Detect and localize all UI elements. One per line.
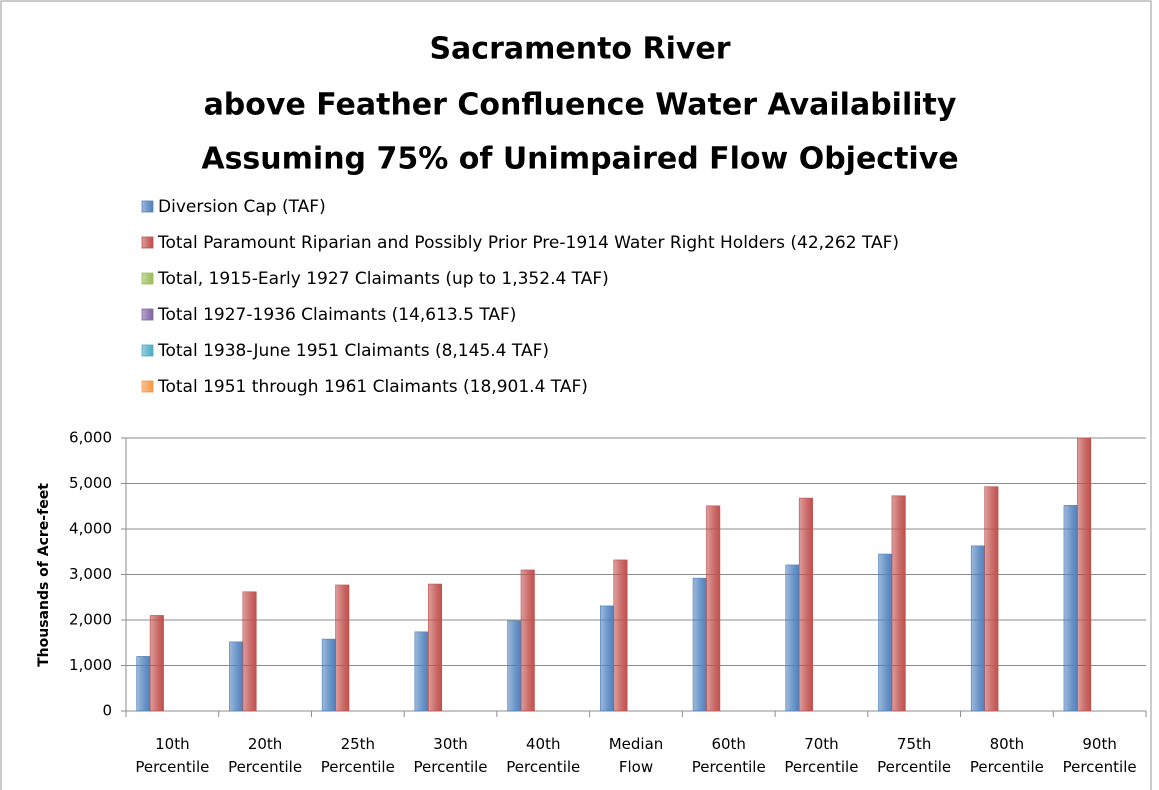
- bar: [136, 656, 151, 712]
- y-tick-label: 2,000: [69, 611, 112, 629]
- legend-label: Total, 1915-Early 1927 Claimants (up to …: [157, 269, 609, 289]
- legend-label: Total Paramount Riparian and Possibly Pr…: [157, 233, 899, 253]
- y-tick-label: 6,000: [69, 429, 112, 447]
- y-tick-label: 4,000: [69, 520, 112, 538]
- chart-title: Assuming 75% of Unimpaired Flow Objectiv…: [201, 142, 958, 177]
- x-tick-label: 60th Percentile: [691, 735, 766, 776]
- bar: [692, 577, 707, 712]
- bar: [507, 620, 522, 712]
- bar: [520, 569, 535, 712]
- bar: [427, 583, 443, 712]
- legend-swatch: [141, 344, 154, 357]
- legend-label: Total 1927-1936 Claimants (14,613.5 TAF): [157, 305, 516, 325]
- y-tick-label: 5,000: [69, 474, 112, 492]
- x-tick-label: 30th Percentile: [413, 735, 488, 776]
- x-tick-label: 90th Percentile: [1062, 735, 1137, 776]
- bar: [1077, 437, 1092, 712]
- bar: [706, 505, 721, 712]
- x-tick-label: 10th Percentile: [135, 735, 210, 776]
- legend-swatch: [141, 308, 154, 321]
- bar: [878, 553, 893, 712]
- bar: [891, 495, 906, 712]
- legend-label: Total 1951 through 1961 Claimants (18,90…: [157, 377, 588, 397]
- bar: [149, 615, 164, 712]
- bar: [984, 486, 999, 712]
- bar: [321, 638, 336, 712]
- legend-label: Total 1938-June 1951 Claimants (8,145.4 …: [157, 341, 549, 361]
- y-tick-label: 1,000: [69, 656, 112, 674]
- x-tick-label: Median Flow: [608, 735, 664, 776]
- bar: [229, 641, 244, 712]
- legend-swatch: [141, 272, 154, 285]
- y-tick-label: 0: [102, 702, 112, 720]
- bar: [242, 591, 257, 712]
- x-tick-label: 80th Percentile: [969, 735, 1044, 776]
- x-tick-label: 25th Percentile: [320, 735, 395, 776]
- bar: [1063, 505, 1078, 712]
- bar: [599, 605, 615, 712]
- bar: [970, 545, 985, 712]
- bar: [613, 559, 628, 712]
- legend-swatch: [141, 236, 154, 249]
- legend-swatch: [141, 200, 154, 213]
- x-tick-label: 70th Percentile: [784, 735, 859, 776]
- legend-swatch: [141, 380, 154, 393]
- x-tick-label: 20th Percentile: [228, 735, 303, 776]
- y-axis-label: Thousands of Acre-feet: [36, 483, 52, 667]
- chart-title: Sacramento River: [429, 32, 730, 67]
- chart-title: above Feather Confluence Water Availabil…: [204, 88, 957, 123]
- bar: [785, 564, 800, 712]
- x-tick-label: 75th Percentile: [877, 735, 952, 776]
- y-tick-label: 3,000: [69, 565, 112, 583]
- x-tick-label: 40th Percentile: [506, 735, 581, 776]
- bar: [414, 631, 429, 712]
- bar: [798, 497, 813, 712]
- legend-label: Diversion Cap (TAF): [158, 197, 326, 217]
- bar: [335, 584, 350, 712]
